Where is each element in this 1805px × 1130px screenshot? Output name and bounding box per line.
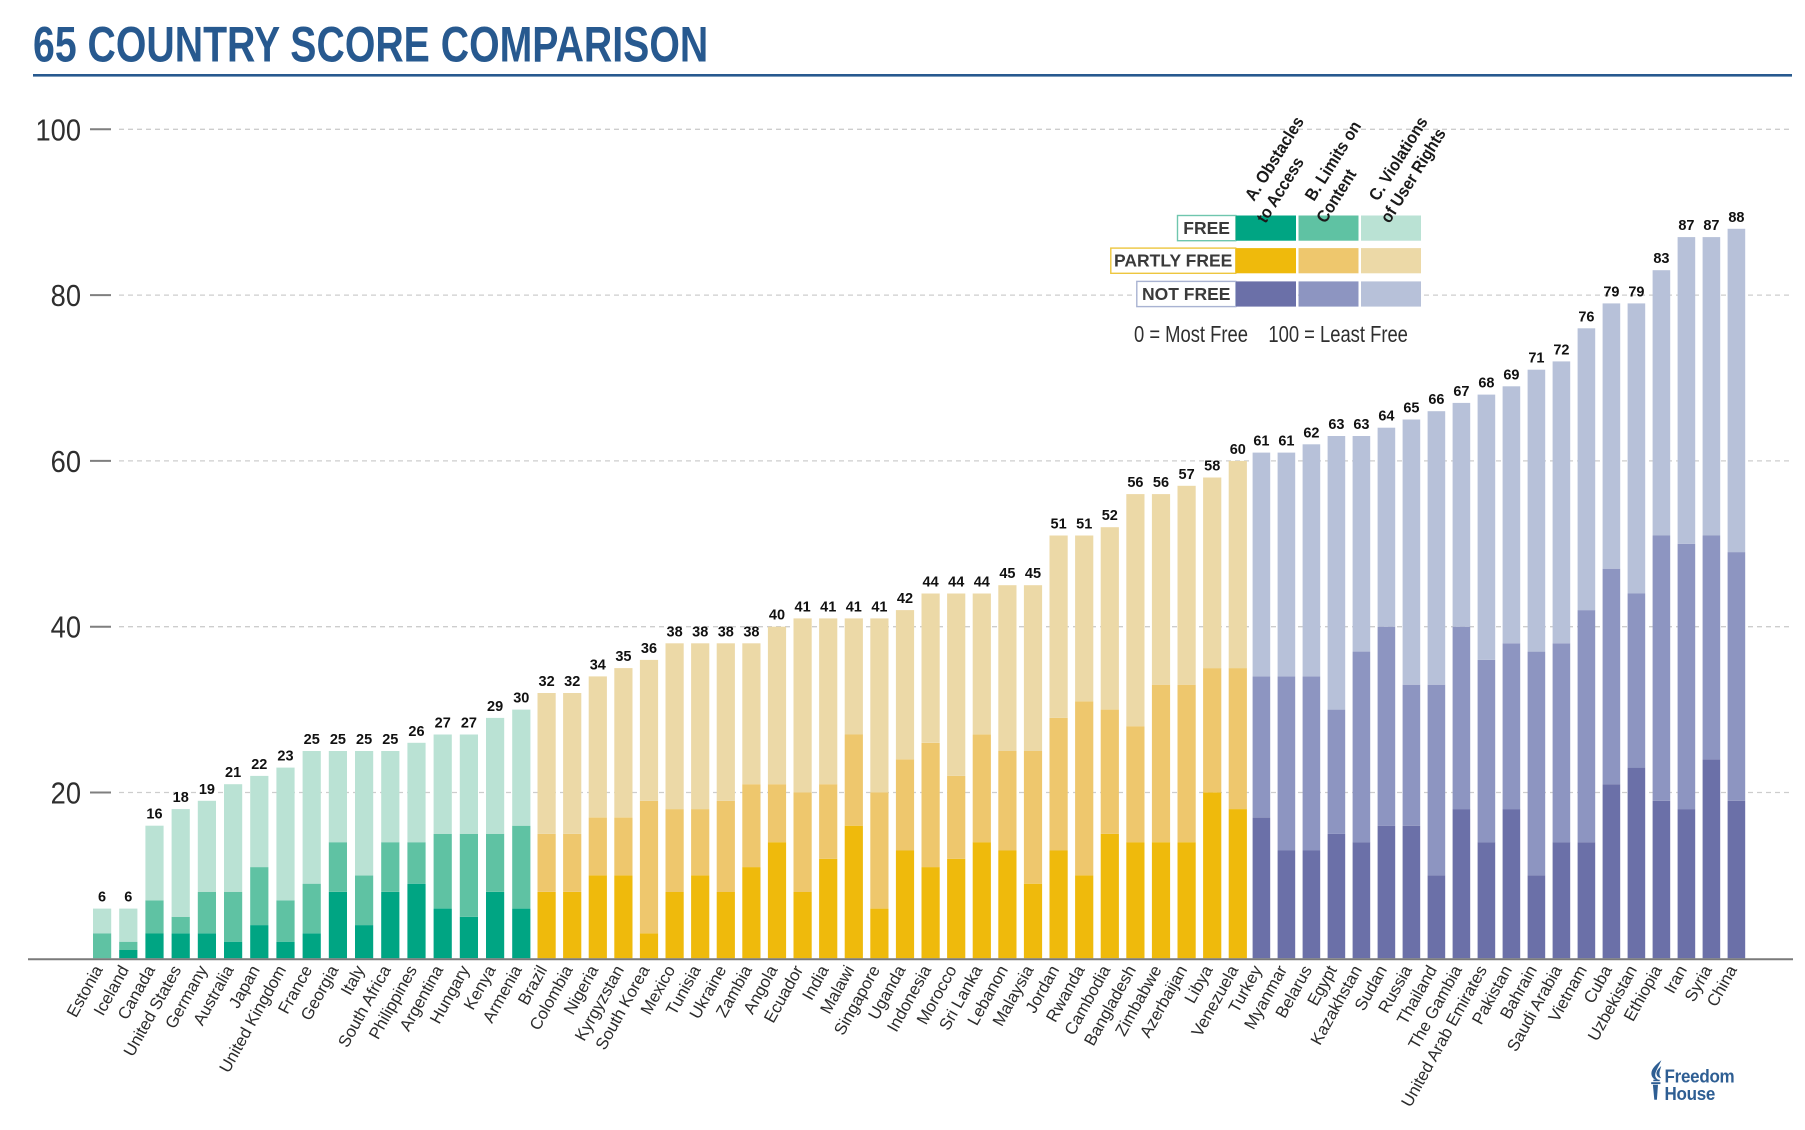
svg-text:19: 19 <box>199 782 215 798</box>
svg-text:41: 41 <box>820 599 836 615</box>
svg-text:41: 41 <box>795 599 811 615</box>
svg-text:41: 41 <box>846 599 862 615</box>
svg-text:62: 62 <box>1303 425 1319 441</box>
svg-text:38: 38 <box>718 624 734 640</box>
svg-text:32: 32 <box>564 674 580 690</box>
svg-text:60: 60 <box>51 445 81 479</box>
svg-text:56: 56 <box>1153 475 1169 491</box>
svg-text:65: 65 <box>1403 401 1419 417</box>
svg-text:87: 87 <box>1703 218 1719 234</box>
svg-text:NOT FREE: NOT FREE <box>1142 284 1230 304</box>
svg-text:38: 38 <box>743 624 759 640</box>
svg-text:61: 61 <box>1278 434 1294 450</box>
svg-text:44: 44 <box>948 575 964 591</box>
svg-text:22: 22 <box>251 757 267 773</box>
svg-text:18: 18 <box>173 790 189 806</box>
svg-text:64: 64 <box>1378 409 1394 425</box>
svg-text:67: 67 <box>1453 384 1469 400</box>
svg-text:88: 88 <box>1728 210 1744 226</box>
svg-text:16: 16 <box>146 807 162 823</box>
svg-text:21: 21 <box>225 765 241 781</box>
svg-text:45: 45 <box>1025 566 1041 582</box>
svg-text:69: 69 <box>1503 367 1519 383</box>
svg-text:58: 58 <box>1204 459 1220 475</box>
svg-text:34: 34 <box>590 657 606 673</box>
svg-text:87: 87 <box>1678 218 1694 234</box>
svg-text:27: 27 <box>461 716 477 732</box>
svg-text:25: 25 <box>330 732 346 748</box>
svg-text:57: 57 <box>1179 467 1195 483</box>
svg-text:House: House <box>1665 1083 1716 1104</box>
svg-text:25: 25 <box>382 732 398 748</box>
svg-text:25: 25 <box>356 732 372 748</box>
svg-text:63: 63 <box>1328 417 1344 433</box>
svg-text:35: 35 <box>615 649 631 665</box>
svg-text:68: 68 <box>1478 376 1494 392</box>
svg-text:71: 71 <box>1528 351 1544 367</box>
svg-text:30: 30 <box>513 691 529 707</box>
svg-text:52: 52 <box>1102 508 1118 524</box>
svg-text:66: 66 <box>1428 392 1444 408</box>
svg-text:65 COUNTRY SCORE COMPARISON: 65 COUNTRY SCORE COMPARISON <box>33 16 708 73</box>
svg-text:79: 79 <box>1628 284 1644 300</box>
svg-text:PARTLY FREE: PARTLY FREE <box>1114 251 1232 271</box>
svg-text:76: 76 <box>1578 309 1594 325</box>
svg-text:63: 63 <box>1353 417 1369 433</box>
svg-text:20: 20 <box>51 777 81 811</box>
svg-text:40: 40 <box>51 611 81 645</box>
svg-text:72: 72 <box>1553 342 1569 358</box>
svg-text:41: 41 <box>871 599 887 615</box>
svg-text:6: 6 <box>124 890 132 906</box>
svg-text:38: 38 <box>692 624 708 640</box>
svg-text:23: 23 <box>277 749 293 765</box>
svg-text:56: 56 <box>1127 475 1143 491</box>
svg-text:83: 83 <box>1653 251 1669 267</box>
svg-text:100: 100 <box>35 114 81 148</box>
svg-text:61: 61 <box>1253 434 1269 450</box>
svg-text:60: 60 <box>1230 442 1246 458</box>
svg-text:38: 38 <box>667 624 683 640</box>
svg-text:26: 26 <box>408 724 424 740</box>
svg-text:Freedom: Freedom <box>1665 1066 1735 1087</box>
svg-text:6: 6 <box>98 890 106 906</box>
svg-text:36: 36 <box>641 641 657 657</box>
svg-text:40: 40 <box>769 608 785 624</box>
svg-text:44: 44 <box>974 575 990 591</box>
svg-text:29: 29 <box>487 699 503 715</box>
svg-text:80: 80 <box>51 280 81 314</box>
svg-text:42: 42 <box>897 591 913 607</box>
svg-text:79: 79 <box>1603 284 1619 300</box>
svg-text:25: 25 <box>304 732 320 748</box>
svg-text:27: 27 <box>435 716 451 732</box>
svg-text:51: 51 <box>1051 517 1067 533</box>
svg-text:32: 32 <box>539 674 555 690</box>
svg-text:45: 45 <box>999 566 1015 582</box>
svg-text:51: 51 <box>1076 517 1092 533</box>
svg-text:FREE: FREE <box>1183 218 1230 238</box>
svg-text:44: 44 <box>923 575 939 591</box>
svg-text:0 = Most Free 100 = Least F: 0 = Most Free 100 = Least Free <box>1134 322 1408 347</box>
